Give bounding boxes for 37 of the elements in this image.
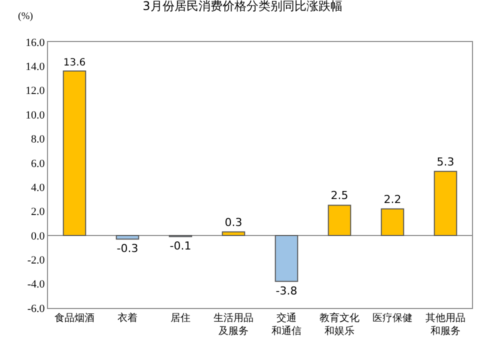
y-tick-label: 12.0 <box>26 85 46 98</box>
y-tick-label: -4.0 <box>27 278 46 291</box>
x-tick-label: 衣着 <box>118 312 138 324</box>
y-tick-label: -2.0 <box>27 254 46 266</box>
data-label: 5.3 <box>436 155 454 168</box>
y-tick-label: 8.0 <box>31 134 46 146</box>
x-tick-label: 交通和通信 <box>272 312 302 337</box>
x-tick-label: 教育文化和娱乐 <box>320 312 360 337</box>
y-tick-label: 2.0 <box>31 206 46 218</box>
x-tick-label: 医疗保健 <box>372 312 412 324</box>
bar <box>274 234 298 282</box>
data-label: -0.1 <box>170 240 192 253</box>
data-label: -0.3 <box>116 242 138 256</box>
y-tick-label: 14.0 <box>26 61 46 74</box>
y-tick-label: 10.0 <box>26 109 46 122</box>
data-label: 13.6 <box>63 57 86 68</box>
bar <box>380 208 404 236</box>
x-tick-label: 食品烟酒 <box>54 312 94 324</box>
y-tick-label: 0.0 <box>31 230 46 242</box>
data-label: -3.8 <box>276 284 298 298</box>
x-tick-label: 居住 <box>170 313 190 324</box>
data-label: 2.2 <box>384 192 402 206</box>
y-tick-label: -6.0 <box>27 302 46 315</box>
data-label: 0.3 <box>224 216 242 229</box>
bar <box>222 231 246 236</box>
data-label: 2.5 <box>330 189 348 202</box>
y-tick-label: 16.0 <box>26 36 46 49</box>
bar <box>434 170 458 236</box>
y-axis-title: (%) <box>18 11 33 22</box>
bar <box>62 70 86 236</box>
x-tick-label: 生活用品及服务 <box>214 312 254 337</box>
chart-title: 3月份居民消费价格分类别同比涨跌幅 <box>142 0 342 14</box>
x-tick-label: 其他用品和服务 <box>426 312 466 337</box>
bar <box>116 234 140 240</box>
bar <box>328 204 352 236</box>
y-tick-label: 6.0 <box>31 158 46 170</box>
y-tick-label: 4.0 <box>31 182 46 194</box>
